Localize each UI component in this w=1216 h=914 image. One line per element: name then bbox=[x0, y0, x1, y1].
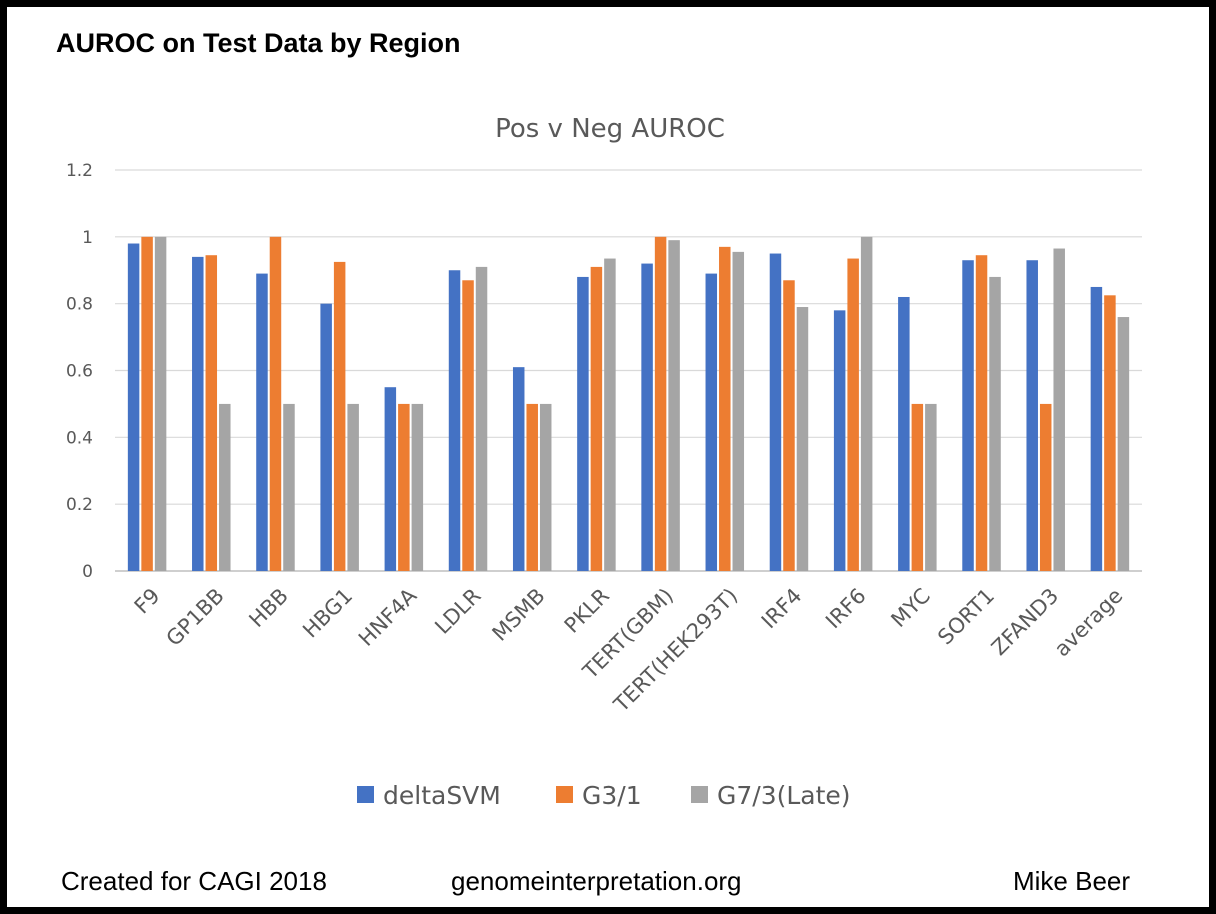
bar-g7-3-late- bbox=[1117, 317, 1130, 571]
bar-g3-1 bbox=[975, 255, 988, 571]
bar-g7-3-late- bbox=[732, 251, 745, 571]
bar-deltasvm bbox=[127, 243, 140, 571]
bar-g3-1 bbox=[1039, 403, 1052, 571]
bar-deltasvm bbox=[769, 253, 782, 571]
bar-deltasvm bbox=[384, 387, 397, 571]
bar-g3-1 bbox=[462, 280, 474, 571]
bar-g7-3-late- bbox=[219, 403, 231, 571]
x-tick-label: GP1BB bbox=[162, 584, 229, 651]
y-tick-label: 0 bbox=[82, 562, 93, 582]
bar-deltasvm bbox=[962, 260, 974, 571]
legend-swatch bbox=[556, 786, 573, 803]
gridlines bbox=[115, 169, 1142, 572]
x-tick-label: IRF4 bbox=[757, 584, 807, 634]
bar-g7-3-late- bbox=[925, 403, 937, 571]
bar-deltasvm bbox=[1090, 286, 1103, 571]
bar-deltasvm bbox=[577, 276, 589, 571]
bar-g7-3-late- bbox=[347, 403, 359, 571]
y-axis-ticks: 0 0.2 0.4 0.6 0.8 1 1.2 bbox=[66, 161, 93, 582]
x-tick-label: ZFAND3 bbox=[987, 584, 1063, 660]
bar-g7-3-late- bbox=[668, 240, 680, 572]
bar-g3-1 bbox=[654, 236, 667, 572]
legend-swatch bbox=[691, 786, 708, 803]
y-tick-label: 0.8 bbox=[66, 295, 93, 315]
bar-deltasvm bbox=[833, 310, 846, 571]
x-tick-label: LDLR bbox=[430, 584, 485, 639]
bar-g7-3-late- bbox=[539, 403, 552, 571]
x-tick-label: IRF6 bbox=[821, 584, 871, 634]
bar-g7-3-late- bbox=[989, 276, 1001, 571]
bar-g7-3-late- bbox=[796, 307, 809, 571]
bar-g3-1 bbox=[1104, 295, 1116, 571]
footer-author: Mike Beer bbox=[1013, 866, 1131, 896]
x-tick-label: average bbox=[1050, 584, 1128, 662]
bar-g7-3-late- bbox=[154, 236, 167, 572]
y-tick-label: 0.2 bbox=[66, 495, 93, 515]
y-tick-label: 0.4 bbox=[66, 428, 93, 448]
y-tick-label: 1 bbox=[82, 228, 93, 248]
legend-label: deltaSVM bbox=[383, 781, 501, 810]
footer-website: genomeinterpretation.org bbox=[451, 866, 742, 896]
bar-deltasvm bbox=[898, 296, 910, 571]
bar-g3-1 bbox=[398, 403, 410, 571]
bar-g7-3-late- bbox=[475, 266, 488, 571]
bar-deltasvm bbox=[192, 256, 204, 571]
bar-g7-3-late- bbox=[283, 403, 295, 571]
bar-g3-1 bbox=[847, 258, 859, 571]
auroc-bar-chart: Pos v Neg AUROC 0 0.2 0.4 0.6 0.8 1 1.2 F9GP1B… bbox=[66, 114, 1142, 810]
y-tick-label: 1.2 bbox=[66, 161, 93, 181]
chart-title: Pos v Neg AUROC bbox=[495, 114, 725, 144]
bar-deltasvm bbox=[448, 270, 461, 571]
bar-deltasvm bbox=[512, 367, 525, 571]
bar-g3-1 bbox=[205, 255, 218, 571]
x-tick-label: PKLR bbox=[560, 584, 614, 638]
slide: AUROC on Test Data by Region Pos v Neg A… bbox=[7, 7, 1209, 907]
x-tick-label: HNF4A bbox=[354, 583, 422, 651]
x-tick-label: MSMB bbox=[488, 584, 550, 646]
bar-g7-3-late- bbox=[1053, 248, 1065, 571]
bar-g3-1 bbox=[526, 403, 538, 571]
x-tick-label: HBB bbox=[244, 584, 293, 633]
bar-g7-3-late- bbox=[604, 258, 616, 571]
bar-deltasvm bbox=[1026, 260, 1038, 571]
bars bbox=[127, 236, 1130, 572]
bar-deltasvm bbox=[256, 273, 268, 571]
bar-g3-1 bbox=[783, 280, 795, 571]
x-tick-label: HBG1 bbox=[298, 584, 357, 643]
bar-g3-1 bbox=[141, 236, 153, 572]
y-tick-label: 0.6 bbox=[66, 362, 93, 382]
legend-label: G7/3(Late) bbox=[717, 781, 851, 810]
bar-deltasvm bbox=[320, 303, 332, 571]
bar-g3-1 bbox=[269, 236, 282, 572]
bar-g3-1 bbox=[719, 246, 731, 571]
bar-g3-1 bbox=[333, 261, 346, 571]
legend: deltaSVM G3/1 G7/3(Late) bbox=[357, 781, 851, 810]
x-tick-label: MYC bbox=[886, 584, 934, 632]
bar-deltasvm bbox=[705, 273, 718, 571]
bar-g7-3-late- bbox=[860, 236, 873, 572]
bar-g3-1 bbox=[911, 403, 924, 571]
legend-swatch bbox=[357, 786, 374, 803]
legend-label: G3/1 bbox=[582, 781, 642, 810]
footer-credit: Created for CAGI 2018 bbox=[61, 866, 327, 896]
bar-deltasvm bbox=[641, 263, 653, 571]
x-tick-label: TERT(HEK293T) bbox=[609, 584, 743, 718]
bar-g3-1 bbox=[590, 266, 603, 571]
bar-g7-3-late- bbox=[411, 403, 424, 571]
x-tick-label: F9 bbox=[130, 584, 165, 619]
slide-title: AUROC on Test Data by Region bbox=[56, 28, 461, 58]
